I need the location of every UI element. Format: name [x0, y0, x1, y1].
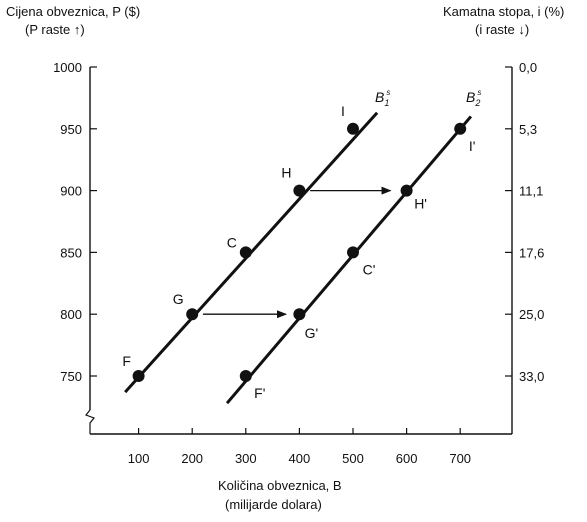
point-label: G' [305, 325, 319, 341]
data-point [186, 308, 199, 321]
data-point [400, 184, 413, 197]
right-axis-title: Kamatna stopa, i (%) [443, 4, 564, 19]
right-tick-label: 11,1 [519, 184, 543, 199]
right-axis-subtitle: (i raste ↓) [475, 22, 529, 37]
x-tick-label: 600 [396, 451, 418, 466]
left-tick-label: 1000 [53, 60, 82, 75]
right-tick-label: 17,6 [519, 245, 544, 260]
point-label: F' [254, 385, 265, 401]
right-tick-label: 33,0 [519, 369, 544, 384]
left-axis-title: Cijena obveznica, P ($) [6, 4, 140, 19]
x-tick-label: 400 [289, 451, 311, 466]
right-tick-label: 0,0 [519, 60, 537, 75]
axes [85, 66, 513, 435]
right-tick-label: 25,0 [519, 307, 544, 322]
left-axis-subtitle: (P raste ↑) [25, 22, 85, 37]
point-label: F [122, 353, 131, 369]
data-point [239, 370, 252, 382]
x-tick-label: 100 [128, 451, 150, 466]
data-point [132, 370, 145, 382]
x-axis-title-text: Količina obveznica, B [218, 478, 342, 493]
x-tick-label: 300 [235, 451, 257, 466]
x-tick-label: 500 [342, 451, 364, 466]
data-point [239, 246, 252, 259]
left-tick-label: 900 [60, 184, 82, 199]
left-tick-label: 850 [60, 245, 82, 260]
series-label-b2s: B2s [466, 88, 482, 108]
right-axis-subtitle-text: (i raste ↓) [475, 22, 530, 37]
point-label: C [227, 234, 237, 250]
point-label: G [173, 291, 184, 307]
point-label: H' [414, 196, 427, 212]
x-axis-title: Količina obveznica, B [218, 478, 342, 493]
x-tick-label: 200 [181, 451, 203, 466]
axis-break-mark [85, 409, 95, 434]
point-labels: F G C H I F' G' C' H' I' [122, 103, 475, 401]
left-tick-label: 800 [60, 307, 82, 322]
data-point [347, 246, 359, 259]
left-axis-subtitle-text: (P raste ↑) [25, 22, 85, 37]
tick-labels: 1000 950 900 850 800 750 0,0 5,3 11,1 17,6 25,0 33,… [53, 60, 544, 466]
point-label: I [341, 103, 345, 119]
right-tick-label: 5,3 [519, 122, 537, 137]
supply-lines [124, 111, 473, 405]
x-axis-subtitle: (milijarde dolara) [225, 497, 322, 512]
point-label: C' [363, 261, 376, 277]
left-axis-title-text: Cijena obveznica, P ($) [6, 4, 141, 19]
x-axis-subtitle-text: (milijarde dolara) [225, 497, 322, 512]
shift-arrows [202, 186, 392, 319]
data-point [293, 184, 306, 197]
data-points [132, 122, 467, 382]
point-label: H [281, 165, 291, 181]
data-point [293, 308, 306, 321]
left-tick-label: 950 [60, 122, 82, 137]
x-tick-label: 700 [449, 451, 471, 466]
point-label: I' [469, 138, 476, 154]
right-axis-title-text: Kamatna stopa, i (%) [443, 4, 565, 19]
data-point [347, 122, 359, 135]
supply-line-b2s [225, 115, 473, 405]
data-point [454, 122, 467, 135]
left-tick-label: 750 [60, 369, 82, 384]
series-label-b1s: B1s [375, 88, 391, 108]
